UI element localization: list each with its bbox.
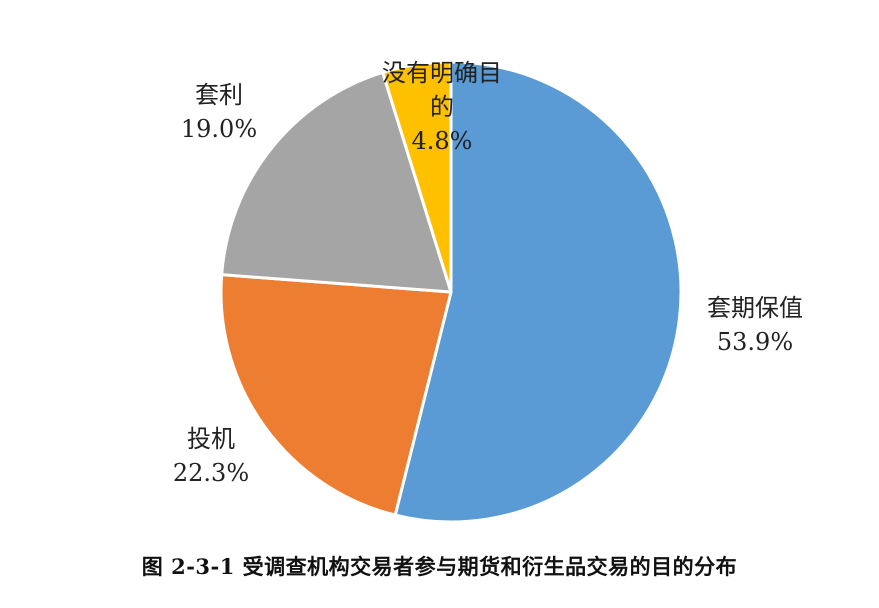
pie-labels: 套期保值 53.9% 投机 22.3% 套利 19.0% 没有明确目的 4.8% [173, 59, 803, 487]
pie-category-label: 套利 [195, 81, 243, 109]
pie-label-speculation: 投机 22.3% [173, 425, 249, 487]
pie-slices [219, 60, 683, 524]
pie-slice-hedging [393, 60, 683, 524]
pie-label-no-clear-purpose: 没有明确目的 4.8% [382, 59, 502, 155]
chart-caption: 图 2-3-1 受调查机构交易者参与期货和衍生品交易的目的分布 [141, 554, 738, 579]
pie-value-label: 19.0% [181, 115, 257, 143]
pie-slice-no-clear-purpose [381, 60, 453, 294]
pie-value-label: 53.9% [717, 328, 793, 356]
pie-label-arbitrage: 套利 19.0% [181, 81, 257, 143]
pie-slice-speculation [219, 273, 453, 517]
pie-category-label: 的 [430, 93, 454, 121]
pie-label-hedging: 套期保值 53.9% [707, 294, 803, 356]
pie-slice-arbitrage [220, 70, 453, 294]
pie-category-label: 套期保值 [707, 294, 803, 322]
pie-category-label: 投机 [187, 425, 235, 453]
pie-value-label: 4.8% [412, 127, 473, 155]
pie-value-label: 22.3% [173, 459, 249, 487]
pie-category-label: 没有明确目 [382, 59, 502, 87]
